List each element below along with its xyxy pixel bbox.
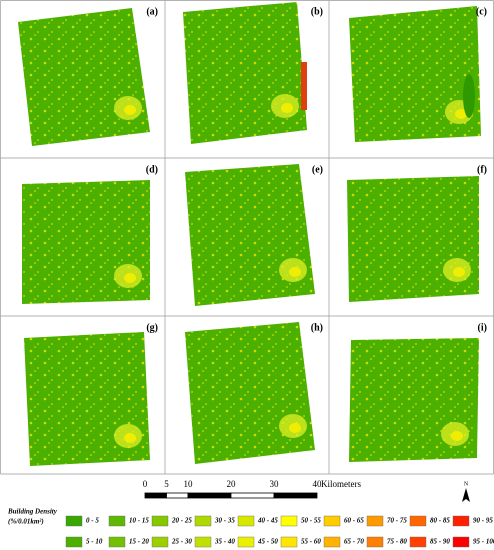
panel-label: (h) — [311, 322, 323, 333]
map-panel — [185, 164, 315, 306]
legend-swatch — [108, 515, 126, 527]
scale-label: 40 — [313, 479, 323, 489]
legend-label: 50 - 55 — [301, 517, 321, 525]
legend-label: 95 - 100 — [473, 538, 494, 546]
urban-core — [281, 103, 293, 113]
legend-swatch — [280, 536, 298, 548]
scale-segment — [144, 492, 167, 499]
scale-unit: Kilometers — [321, 479, 361, 489]
map-panel — [18, 8, 150, 146]
legend-label: 30 - 35 — [214, 517, 235, 525]
urban-core — [289, 267, 301, 277]
panel-label: (g) — [146, 322, 158, 333]
legend-swatch — [452, 536, 470, 548]
scale-segment — [187, 492, 232, 499]
legend-label: 10 - 15 — [129, 517, 149, 525]
legend-title: Building Density — [7, 508, 58, 516]
panel-label: (d) — [146, 164, 158, 175]
legend-label: 65 - 70 — [344, 538, 364, 546]
legend-label: 55 - 60 — [301, 538, 321, 546]
scale-label: 0 — [143, 479, 148, 489]
legend-swatch — [323, 515, 341, 527]
legend-swatch — [237, 515, 255, 527]
legend-label: 20 - 25 — [171, 517, 192, 525]
high-density — [301, 62, 307, 110]
legend-label: 0 - 5 — [86, 517, 99, 525]
legend-label: 25 - 30 — [171, 538, 192, 546]
north-arrow — [462, 488, 470, 502]
urban-core — [124, 273, 136, 283]
panel-label: (i) — [478, 322, 487, 333]
scale-segment — [230, 492, 275, 499]
urban-core — [451, 431, 463, 441]
scale-label: 20 — [227, 479, 237, 489]
legend-swatch — [194, 536, 212, 548]
legend-label: 85 - 90 — [430, 538, 450, 546]
legend-label: 70 - 75 — [387, 517, 407, 525]
panel-label: (f) — [477, 164, 487, 175]
legend-label: 5 - 10 — [86, 538, 103, 546]
urban-core — [124, 105, 136, 115]
legend-swatch — [151, 536, 169, 548]
legend-swatch — [280, 515, 298, 527]
legend-swatch — [151, 515, 169, 527]
legend-swatch — [323, 536, 341, 548]
urban-core — [453, 267, 465, 277]
urban-core — [124, 433, 136, 443]
legend-label: 90 - 95 — [473, 517, 493, 525]
legend-label: 15 - 20 — [129, 538, 149, 546]
legend-label: 45 - 50 — [257, 538, 278, 546]
legend-swatch — [366, 536, 384, 548]
panel-label: (b) — [311, 6, 323, 17]
legend-label: 40 - 45 — [257, 517, 278, 525]
scale-label: 30 — [270, 479, 280, 489]
legend-swatch — [108, 536, 126, 548]
scale-label: 10 — [184, 479, 194, 489]
legend-swatch — [65, 536, 83, 548]
panel-label: (a) — [146, 6, 158, 17]
legend-swatch — [409, 536, 427, 548]
scale-segment — [166, 492, 189, 499]
scale-segment — [273, 492, 318, 499]
scale-label: 5 — [164, 479, 169, 489]
legend-label: 35 - 40 — [214, 538, 235, 546]
urban-core — [289, 423, 301, 433]
urban-core — [455, 109, 467, 119]
map-panel — [347, 176, 479, 302]
legend-swatch — [409, 515, 427, 527]
panel-label: (e) — [312, 164, 323, 175]
legend-label: 60 - 65 — [344, 517, 364, 525]
legend-swatch — [237, 536, 255, 548]
north-label: N — [464, 481, 469, 487]
legend-unit: (%/0.01km²) — [8, 518, 44, 526]
legend-label: 80 - 85 — [430, 517, 450, 525]
legend-label: 75 - 80 — [387, 538, 407, 546]
map-panel — [185, 322, 315, 464]
map-panel — [183, 2, 307, 144]
dense-vegetation — [463, 74, 475, 118]
legend-swatch — [65, 515, 83, 527]
legend-swatch — [452, 515, 470, 527]
panel-label: (c) — [476, 6, 487, 17]
legend-swatch — [194, 515, 212, 527]
legend-swatch — [366, 515, 384, 527]
